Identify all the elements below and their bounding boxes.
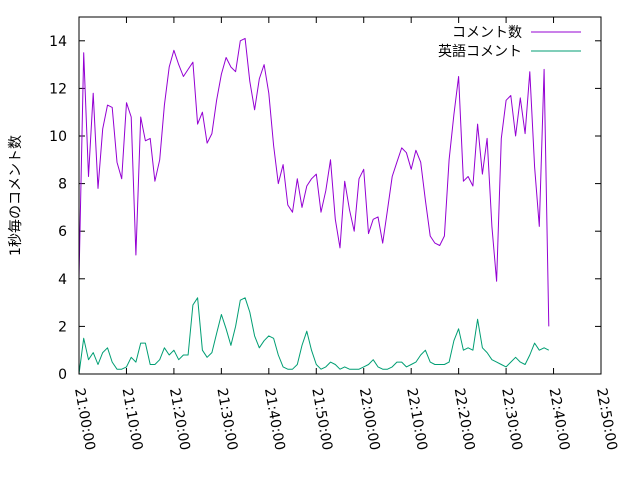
x-tick-label: 22:10:00: [403, 387, 430, 452]
series-group: [78, 37, 550, 375]
series-line: [78, 37, 550, 327]
y-axis: 0 2 4 6 8 10 12 14: [49, 34, 601, 383]
series-line: [78, 297, 550, 375]
x-tick-label: 22:20:00: [451, 387, 478, 452]
legend-label: 英語コメント: [438, 43, 522, 60]
x-tick-label: 21:50:00: [308, 387, 335, 452]
y-tick-label: 10: [49, 129, 67, 145]
y-tick-label: 8: [58, 177, 67, 193]
y-tick-label: 12: [49, 81, 67, 97]
x-tick-label: 21:20:00: [166, 387, 193, 452]
plot-frame: [78, 16, 602, 375]
x-tick-label: 22:00:00: [356, 387, 383, 452]
y-tick-label: 2: [58, 319, 67, 335]
x-tick-label: 22:40:00: [546, 387, 573, 452]
y-tick-label: 14: [49, 34, 67, 50]
x-tick-label: 22:50:00: [593, 387, 620, 452]
y-tick-label: 6: [58, 224, 67, 240]
y-axis-label: 1秒毎のコメント数: [8, 135, 24, 256]
x-tick-label: 21:10:00: [119, 387, 146, 452]
x-tick-label: 21:00:00: [71, 387, 98, 452]
y-tick-label: 0: [58, 367, 67, 383]
x-axis: 21:00:00 21:10:00 21:20:00 21:30:00 21:40:00…: [71, 17, 620, 452]
legend-label: コメント数: [452, 25, 522, 41]
x-tick-label: 21:40:00: [261, 387, 288, 452]
y-tick-label: 4: [58, 272, 67, 288]
x-tick-label: 22:30:00: [498, 387, 525, 452]
x-tick-label: 21:30:00: [213, 387, 240, 452]
